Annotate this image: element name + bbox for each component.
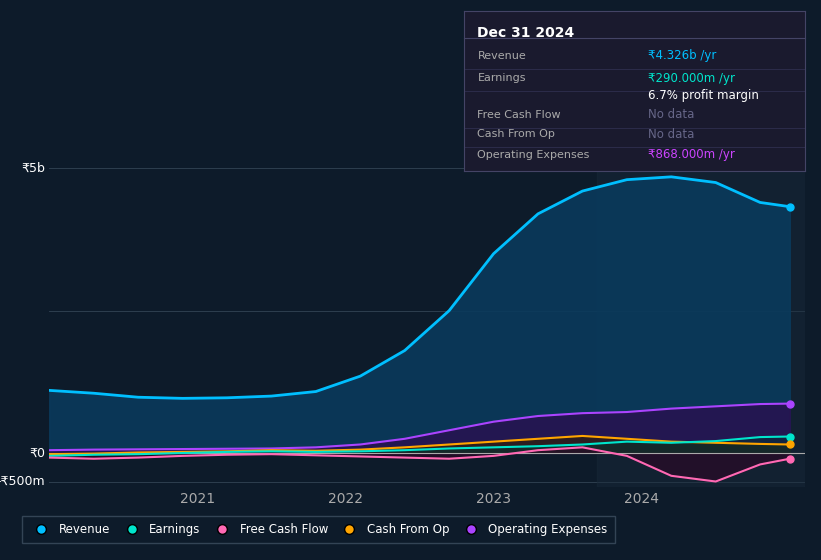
Text: ₹4.326b /yr: ₹4.326b /yr xyxy=(648,49,716,62)
Text: ₹5b: ₹5b xyxy=(21,162,45,175)
Text: 6.7% profit margin: 6.7% profit margin xyxy=(648,89,759,102)
Text: -₹500m: -₹500m xyxy=(0,475,45,488)
Legend: Revenue, Earnings, Free Cash Flow, Cash From Op, Operating Expenses: Revenue, Earnings, Free Cash Flow, Cash … xyxy=(22,516,615,543)
Text: Cash From Op: Cash From Op xyxy=(478,129,555,139)
Text: Earnings: Earnings xyxy=(478,73,526,83)
Text: ₹0: ₹0 xyxy=(30,446,45,460)
Text: No data: No data xyxy=(648,128,695,141)
Bar xyxy=(597,151,805,487)
Text: Dec 31 2024: Dec 31 2024 xyxy=(478,26,575,40)
Text: ₹868.000m /yr: ₹868.000m /yr xyxy=(648,148,735,161)
Text: Revenue: Revenue xyxy=(478,51,526,61)
Text: ₹290.000m /yr: ₹290.000m /yr xyxy=(648,72,735,85)
Text: No data: No data xyxy=(648,109,695,122)
Text: Operating Expenses: Operating Expenses xyxy=(478,150,589,160)
Text: Free Cash Flow: Free Cash Flow xyxy=(478,110,561,120)
